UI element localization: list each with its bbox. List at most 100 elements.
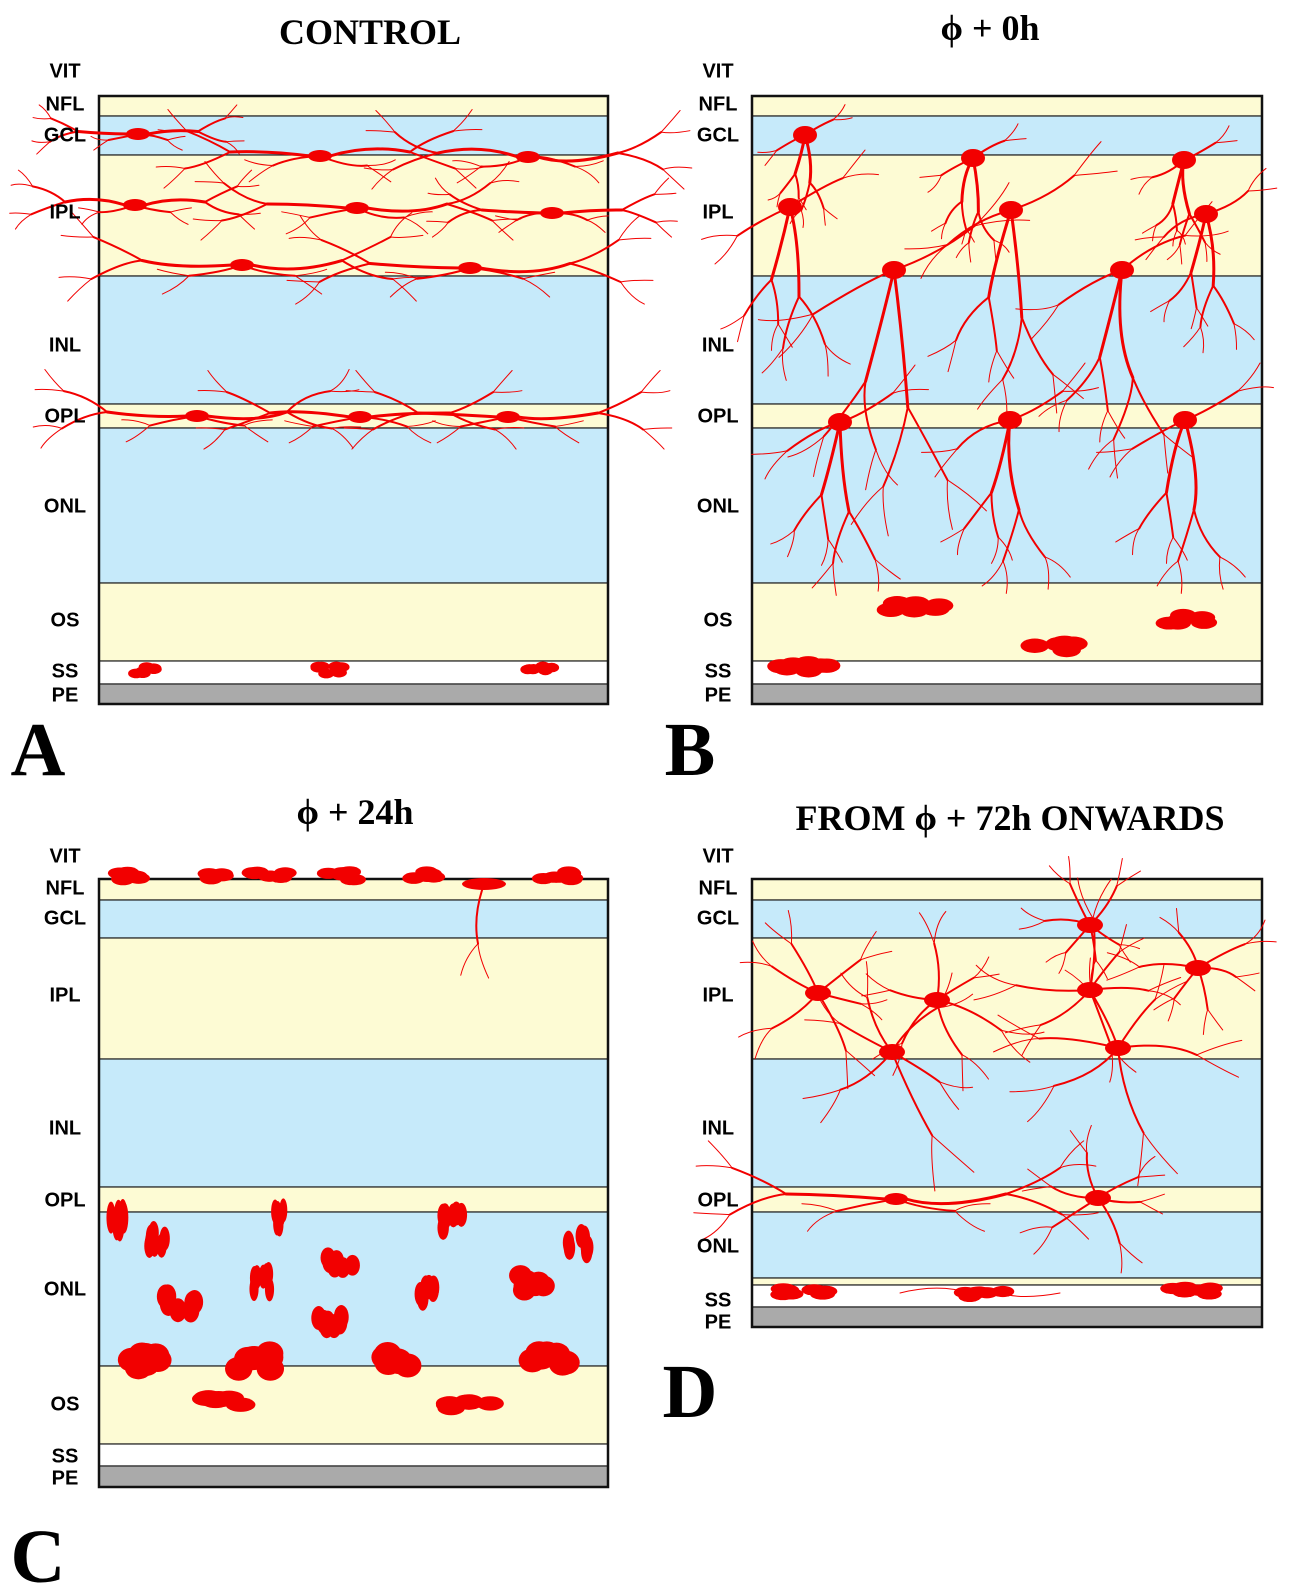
cell-process [806,1210,838,1232]
cell-process [1139,1193,1165,1203]
cell-process [778,313,814,358]
cell-process [771,992,819,1030]
cell-process [1015,304,1060,311]
cell-process [431,221,449,238]
cell-process [770,529,795,545]
cell-process [456,166,482,184]
cell-process [954,1203,991,1212]
cell-process [340,259,394,281]
cell-process [1119,1242,1123,1274]
cell-process [1058,399,1068,433]
cell-process [1069,1130,1088,1154]
cell-process [224,104,238,119]
layer-label: INL [49,1117,81,1139]
cell-process [764,450,788,480]
cell-process [811,562,834,589]
cell-process [767,192,782,201]
cell-process [1096,448,1133,453]
cell-process [436,426,462,444]
cell-process [720,314,745,330]
cell-process [1020,907,1046,922]
cell-process [196,130,228,143]
cell-process [1244,940,1277,945]
cell-body [560,872,584,884]
cell-process [148,415,198,427]
cell-process [1121,234,1187,271]
cell-process [596,391,643,415]
cell-body [533,1341,561,1366]
cell-process [427,192,451,196]
cell-process [1089,957,1093,995]
cell-process [993,239,997,261]
retina-layer [98,275,609,405]
cell-process [1019,1226,1053,1234]
cell-process [81,211,101,225]
cell-process [58,276,92,280]
cell-process [820,493,830,541]
microglia-cells [106,866,594,1416]
cell-process [961,1054,990,1080]
cell-process [1115,527,1140,543]
cell-process [1089,917,1096,991]
cell-body [316,1309,332,1334]
layer-label: ONL [44,1278,86,1300]
cell-process [787,435,825,458]
layer-label: OS [51,609,80,631]
cell-process [268,410,352,419]
cell-process [157,129,188,132]
cell-process [1163,300,1170,323]
cell-process [1177,508,1195,563]
cell-body [141,1343,170,1368]
retina-layer [98,95,609,117]
cell-process [882,485,889,537]
cell-process [618,237,652,241]
cell-process [974,219,1031,227]
cell-process [203,201,240,216]
cell-process [936,993,974,1009]
cell-process [196,415,246,427]
cell-process [163,167,186,189]
cell-process [1010,174,1076,211]
cell-body [544,662,560,673]
cell-process [1118,924,1127,953]
cell-process [185,130,232,154]
cell-process [203,428,226,450]
cell-process [819,420,842,497]
cell-process [340,236,392,262]
cell-process [642,427,673,430]
cell-process [1196,1039,1243,1056]
cell-process [169,207,192,213]
cell-process [893,224,976,271]
cell-process [243,419,273,427]
cell-process [1152,224,1158,242]
cell-process [78,207,101,213]
cell-process [973,984,1017,1001]
cell-process [432,420,462,428]
cell-process [1038,399,1068,417]
cell-process [1188,212,1206,244]
cell-process [228,150,312,158]
cell-process [1009,1085,1055,1093]
cell-process [448,193,484,212]
layer-label: GCL [44,907,86,929]
layer-label: OS [704,609,733,631]
cell-process [331,426,362,429]
cell-body [773,661,801,676]
cell-process [495,215,518,221]
cell-process [973,973,1000,979]
cell-process [840,972,868,999]
cell-process [931,1134,975,1173]
cell-process [343,427,374,430]
cell-process [832,104,846,121]
cell-process [31,140,51,143]
cell-process [823,207,838,220]
cell-process [390,234,424,238]
cell-process [1137,1132,1144,1187]
cell-process [823,207,826,226]
cell-process [817,995,841,1024]
cell-process [288,236,322,241]
cell-process [1050,1185,1099,1200]
cell-process [460,943,479,976]
cell-process [822,380,867,438]
cell-process [875,449,898,486]
